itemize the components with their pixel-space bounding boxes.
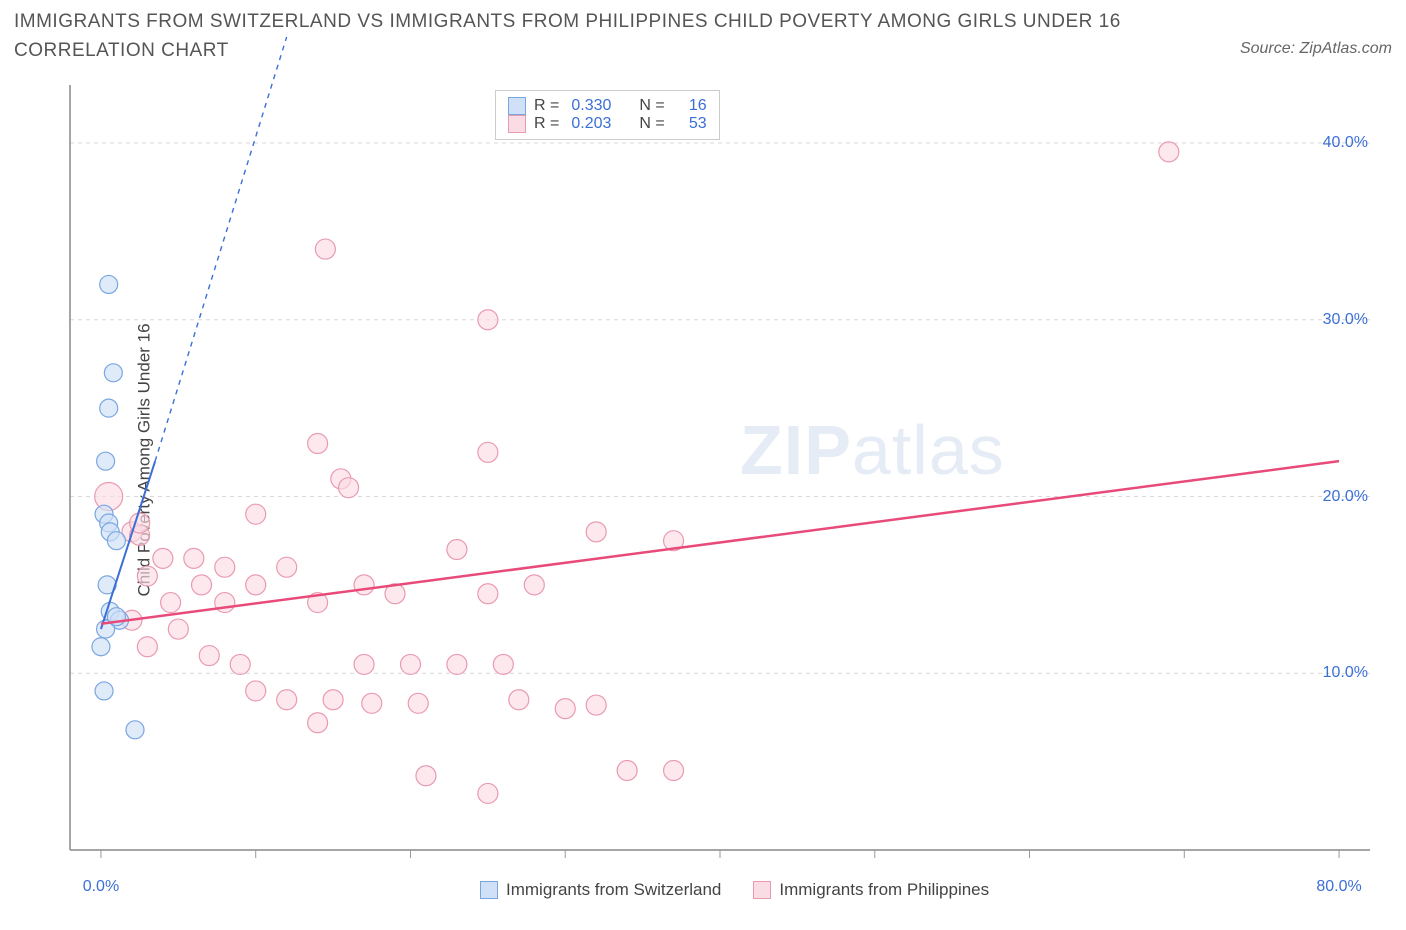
legend-label: Immigrants from Philippines: [779, 880, 989, 900]
x-tick-label: 0.0%: [83, 878, 119, 896]
chart-title: IMMIGRANTS FROM SWITZERLAND VS IMMIGRANT…: [14, 8, 1134, 65]
legend-item-philippines: Immigrants from Philippines: [753, 880, 989, 900]
legend-stat-row: R =0.330N =16: [508, 97, 707, 115]
legend-label: Immigrants from Switzerland: [506, 880, 721, 900]
y-tick-label: 20.0%: [1323, 488, 1368, 506]
series-legend: Immigrants from Switzerland Immigrants f…: [480, 880, 989, 900]
correlation-legend: R =0.330N =16R =0.203N =53: [495, 90, 720, 140]
y-tick-label: 10.0%: [1323, 664, 1368, 682]
source-attribution: Source: ZipAtlas.com: [1240, 40, 1392, 58]
legend-stat-row: R =0.203N =53: [508, 115, 707, 133]
y-tick-label: 40.0%: [1323, 134, 1368, 152]
y-tick-label: 30.0%: [1323, 311, 1368, 329]
x-tick-label: 80.0%: [1316, 878, 1361, 896]
legend-item-switzerland: Immigrants from Switzerland: [480, 880, 721, 900]
scatter-plot: ZIPatlas R =0.330N =16R =0.203N =53 10.0…: [50, 80, 1390, 870]
